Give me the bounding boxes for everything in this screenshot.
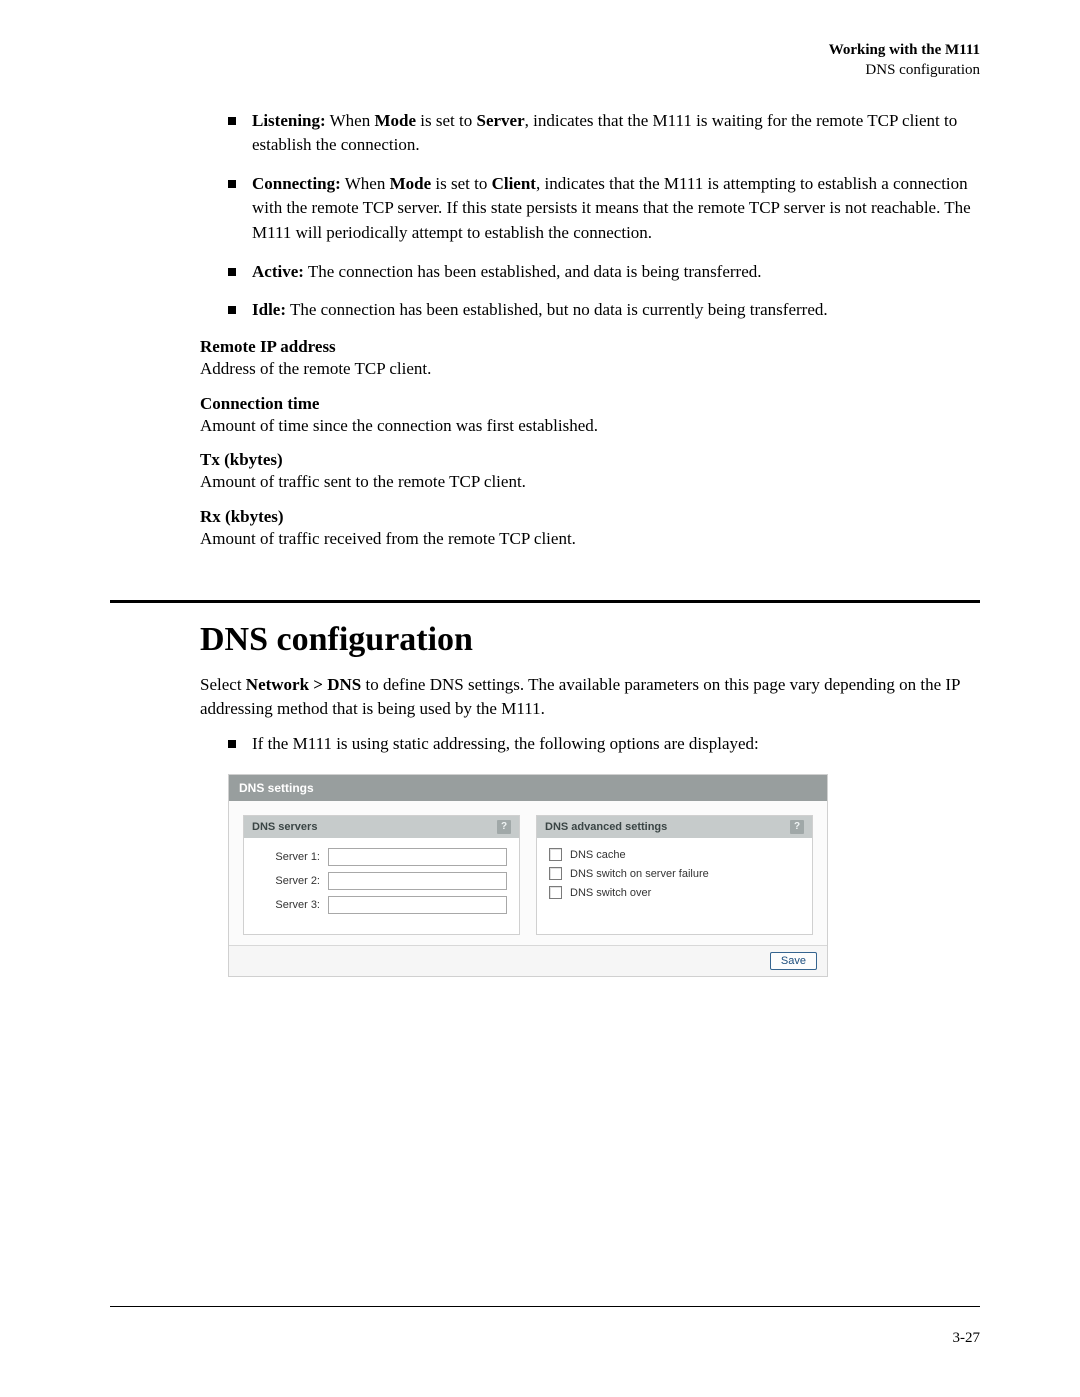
check-label: DNS switch on server failure: [570, 868, 709, 880]
list-item: Connecting: When Mode is set to Client, …: [228, 172, 980, 246]
static-bullet-list: If the M111 is using static addressing, …: [228, 732, 980, 757]
dns-servers-subpanel: DNS servers ? Server 1: Server 2: Server…: [243, 815, 520, 935]
dns-cache-checkbox[interactable]: [549, 848, 562, 861]
list-item: Listening: When Mode is set to Server, i…: [228, 109, 980, 158]
def-term: Remote IP address: [200, 337, 980, 357]
server-2-input[interactable]: [328, 872, 507, 890]
dns-advanced-subpanel: DNS advanced settings ? DNS cache DNS sw…: [536, 815, 813, 935]
save-button[interactable]: Save: [770, 952, 817, 970]
list-item: Idle: The connection has been establishe…: [228, 298, 980, 323]
def-term: Tx (kbytes): [200, 450, 980, 470]
def-term: Connection time: [200, 394, 980, 414]
server-label: Server 2:: [256, 875, 320, 887]
def-desc: Address of the remote TCP client.: [200, 357, 980, 382]
list-item: If the M111 is using static addressing, …: [228, 732, 980, 757]
def-desc: Amount of traffic sent to the remote TCP…: [200, 470, 980, 495]
dns-settings-panel: DNS settings DNS servers ? Server 1: Ser…: [228, 774, 828, 977]
footer-rule: [110, 1306, 980, 1307]
subpanel-header-label: DNS advanced settings: [545, 821, 667, 833]
help-icon[interactable]: ?: [790, 820, 804, 834]
check-label: DNS cache: [570, 849, 626, 861]
check-label: DNS switch over: [570, 887, 651, 899]
help-icon[interactable]: ?: [497, 820, 511, 834]
section-divider: [110, 600, 980, 603]
list-item: Active: The connection has been establis…: [228, 260, 980, 285]
subpanel-header-label: DNS servers: [252, 821, 317, 833]
server-label: Server 1:: [256, 851, 320, 863]
section-intro: Select Network > DNS to define DNS setti…: [200, 673, 980, 722]
def-desc: Amount of time since the connection was …: [200, 414, 980, 439]
dns-switch-over-checkbox[interactable]: [549, 886, 562, 899]
dns-switch-failure-checkbox[interactable]: [549, 867, 562, 880]
def-desc: Amount of traffic received from the remo…: [200, 527, 980, 552]
server-label: Server 3:: [256, 899, 320, 911]
header-title: Working with the M111: [200, 40, 980, 60]
status-bullet-list: Listening: When Mode is set to Server, i…: [228, 109, 980, 323]
def-term: Rx (kbytes): [200, 507, 980, 527]
panel-title: DNS settings: [229, 775, 827, 801]
server-1-input[interactable]: [328, 848, 507, 866]
page-number: 3-27: [953, 1330, 981, 1347]
section-title: DNS configuration: [200, 621, 980, 659]
header-subtitle: DNS configuration: [200, 60, 980, 80]
server-3-input[interactable]: [328, 896, 507, 914]
page-header: Working with the M111 DNS configuration: [200, 40, 980, 81]
